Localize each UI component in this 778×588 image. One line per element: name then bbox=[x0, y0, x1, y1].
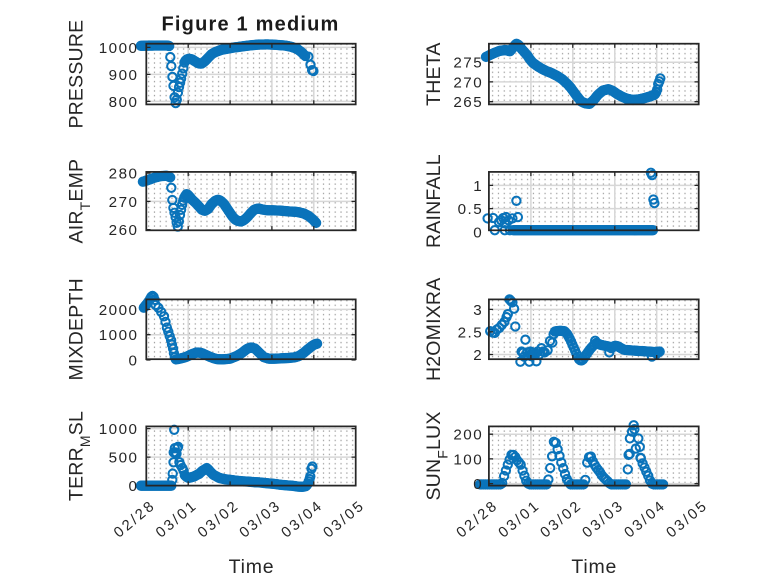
svg-text:275: 275 bbox=[453, 55, 483, 72]
svg-text:PRESSURE: PRESSURE bbox=[66, 20, 88, 129]
svg-text:900: 900 bbox=[109, 67, 139, 84]
svg-text:0: 0 bbox=[129, 478, 139, 495]
svg-text:500: 500 bbox=[109, 450, 139, 467]
svg-text:260: 260 bbox=[109, 222, 139, 239]
svg-text:MIXDEPTH: MIXDEPTH bbox=[66, 278, 88, 380]
svg-text:1000: 1000 bbox=[99, 40, 139, 57]
svg-text:RAINFALL: RAINFALL bbox=[423, 154, 445, 248]
svg-text:1000: 1000 bbox=[99, 421, 139, 438]
svg-text:Time: Time bbox=[571, 556, 617, 578]
svg-text:270: 270 bbox=[453, 74, 483, 91]
svg-text:3: 3 bbox=[473, 302, 483, 319]
svg-text:800: 800 bbox=[109, 94, 139, 111]
svg-text:2.5: 2.5 bbox=[458, 324, 484, 341]
svg-text:2000: 2000 bbox=[99, 302, 139, 319]
svg-text:Time: Time bbox=[229, 556, 275, 578]
svg-text:1: 1 bbox=[473, 178, 483, 195]
svg-text:0: 0 bbox=[473, 224, 483, 241]
svg-text:THETA: THETA bbox=[423, 42, 445, 105]
svg-text:0.5: 0.5 bbox=[458, 201, 484, 218]
svg-text:0: 0 bbox=[473, 476, 483, 493]
svg-text:0: 0 bbox=[129, 353, 139, 370]
svg-text:280: 280 bbox=[109, 166, 139, 183]
svg-text:2: 2 bbox=[473, 347, 483, 364]
svg-text:200: 200 bbox=[453, 427, 483, 444]
svg-text:Figure 1 medium: Figure 1 medium bbox=[161, 13, 339, 35]
svg-text:270: 270 bbox=[109, 194, 139, 211]
svg-text:H2OMIXRA: H2OMIXRA bbox=[423, 278, 445, 381]
svg-text:1000: 1000 bbox=[99, 327, 139, 344]
svg-text:100: 100 bbox=[453, 451, 483, 468]
svg-text:265: 265 bbox=[453, 94, 483, 111]
